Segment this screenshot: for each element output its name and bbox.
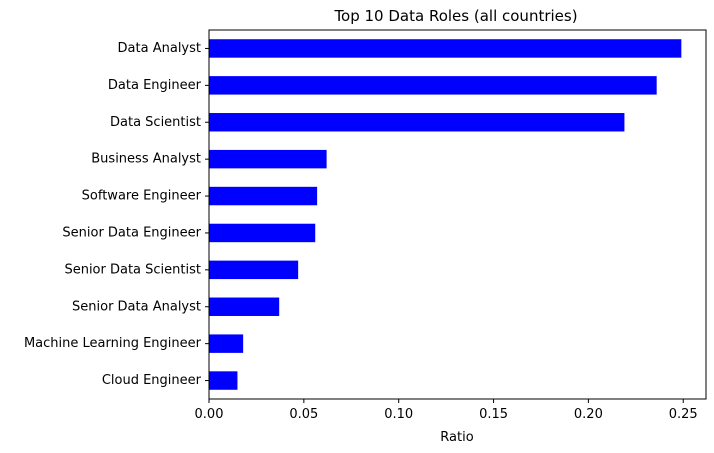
- bar-6: [209, 260, 299, 280]
- y-tick-label: Business Analyst: [91, 152, 201, 167]
- bars-group: [209, 39, 682, 390]
- x-tick-label: 0.00: [195, 407, 224, 422]
- bar-5: [209, 223, 316, 243]
- x-tick-label: 0.15: [479, 407, 508, 422]
- y-tick-label: Software Engineer: [82, 189, 202, 204]
- bar-4: [209, 186, 318, 206]
- x-axis-label: Ratio: [440, 430, 473, 445]
- bar-9: [209, 371, 238, 390]
- x-tick-label: 0.05: [289, 407, 318, 422]
- y-tick-label: Data Engineer: [108, 78, 202, 93]
- y-tick-label: Data Analyst: [118, 41, 201, 56]
- bar-7: [209, 297, 280, 316]
- plot-frame: [208, 29, 707, 400]
- x-tick-label: 0.20: [574, 407, 603, 422]
- bar-2: [209, 113, 625, 132]
- bar-0: [209, 39, 682, 58]
- x-tick-label: 0.25: [669, 407, 698, 422]
- y-tick-label: Data Scientist: [110, 115, 201, 130]
- chart-title: Top 10 Data Roles (all countries): [333, 7, 577, 25]
- x-axis-ticks: 0.00 0.05 0.10 0.15 0.20 0.25: [195, 399, 698, 422]
- y-tick-label: Senior Data Engineer: [62, 225, 201, 240]
- y-axis-ticks: Data Analyst Data Engineer Data Scientist B…: [24, 41, 209, 388]
- bar-1: [209, 76, 657, 95]
- x-tick-label: 0.10: [384, 407, 413, 422]
- y-tick-label: Machine Learning Engineer: [24, 336, 202, 351]
- y-tick-label: Senior Data Analyst: [72, 299, 201, 314]
- bar-3: [209, 149, 327, 169]
- bar-8: [209, 334, 244, 353]
- y-tick-label: Senior Data Scientist: [64, 262, 201, 277]
- y-tick-label: Cloud Engineer: [102, 373, 202, 388]
